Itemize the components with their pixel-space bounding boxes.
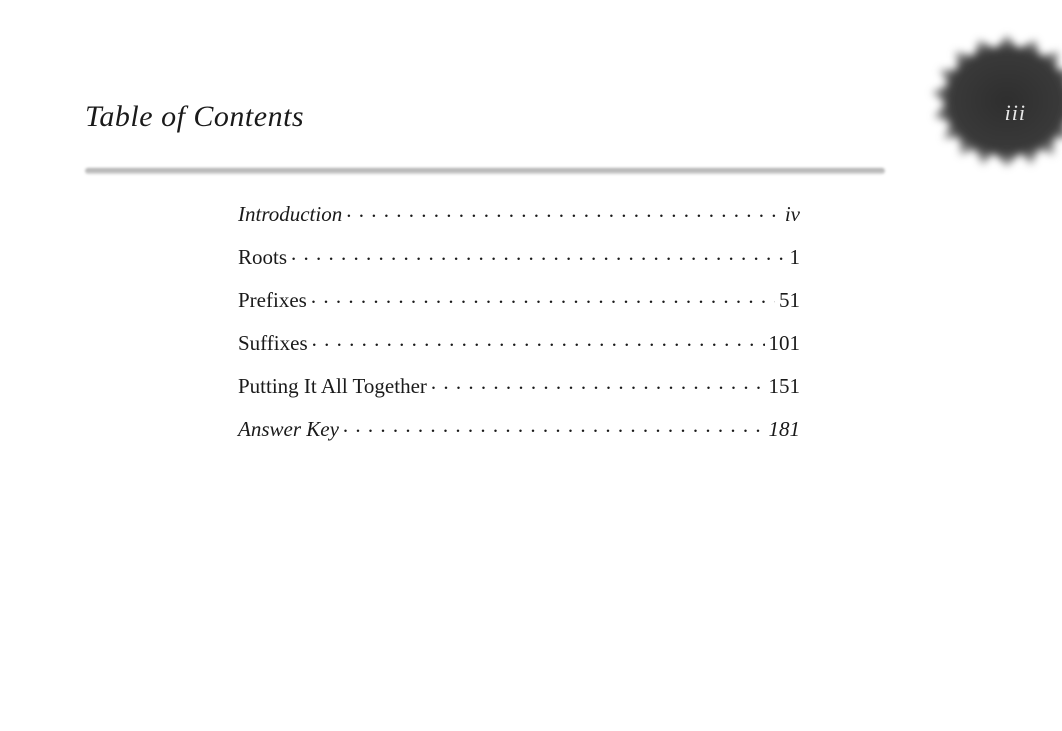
toc-entry-label: Roots bbox=[238, 247, 287, 268]
toc-leader-dots bbox=[431, 372, 765, 393]
toc-leader-dots bbox=[311, 286, 775, 307]
toc-leader-dots bbox=[343, 415, 765, 436]
toc-entry-page: 51 bbox=[779, 290, 800, 311]
toc-leader-dots bbox=[312, 329, 765, 350]
toc-row: Introduction iv bbox=[238, 200, 800, 225]
toc-entry-label: Prefixes bbox=[238, 290, 307, 311]
page-title: Table of Contents bbox=[85, 100, 304, 134]
toc-row: Answer Key 181 bbox=[238, 415, 800, 440]
corner-ornament bbox=[912, 20, 1062, 210]
toc-entry-label: Answer Key bbox=[238, 419, 339, 440]
toc-entry-page: 151 bbox=[769, 376, 801, 397]
table-of-contents: Introduction iv Roots 1 Prefixes 51 Suffixes 10… bbox=[238, 200, 800, 458]
toc-row: Suffixes 101 bbox=[238, 329, 800, 354]
toc-entry-label: Putting It All Together bbox=[238, 376, 427, 397]
toc-entry-page: 101 bbox=[769, 333, 801, 354]
toc-entry-page: 1 bbox=[790, 247, 801, 268]
toc-leader-dots bbox=[291, 243, 785, 264]
horizontal-rule bbox=[85, 168, 885, 174]
toc-row: Prefixes 51 bbox=[238, 286, 800, 311]
toc-entry-label: Introduction bbox=[238, 204, 342, 225]
toc-entry-page: iv bbox=[785, 204, 800, 225]
page-number: iii bbox=[1005, 100, 1026, 126]
toc-leader-dots bbox=[346, 200, 781, 221]
toc-entry-label: Suffixes bbox=[238, 333, 308, 354]
toc-entry-page: 181 bbox=[769, 419, 801, 440]
toc-row: Roots 1 bbox=[238, 243, 800, 268]
document-page: Table of Contents Introduction iv Roots 1 Pr… bbox=[0, 0, 1062, 731]
toc-row: Putting It All Together 151 bbox=[238, 372, 800, 397]
